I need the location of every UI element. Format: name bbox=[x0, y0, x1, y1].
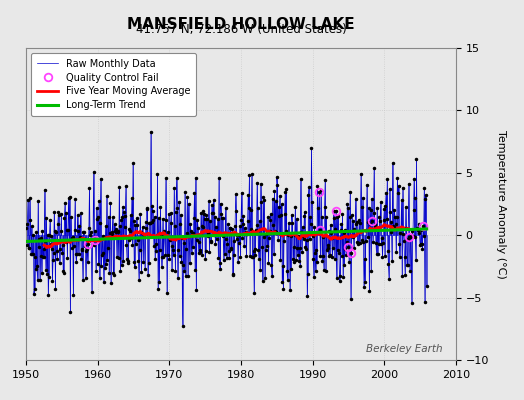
Long-Term Trend bbox=[360, 228, 366, 233]
Quality Control Fail bbox=[333, 209, 339, 214]
Five Year Moving Average bbox=[88, 238, 94, 243]
Raw Monthly Data bbox=[23, 226, 29, 230]
Title: MANSFIELD HOLLOW LAKE: MANSFIELD HOLLOW LAKE bbox=[127, 16, 355, 32]
Long-Term Trend bbox=[35, 239, 41, 244]
Quality Control Fail bbox=[348, 251, 355, 256]
Raw Monthly Data bbox=[362, 256, 368, 261]
Long-Term Trend bbox=[154, 235, 160, 240]
Line: Quality Control Fail: Quality Control Fail bbox=[84, 188, 427, 257]
Raw Monthly Data bbox=[423, 284, 430, 288]
Quality Control Fail bbox=[369, 219, 376, 224]
Raw Monthly Data bbox=[155, 171, 161, 176]
Raw Monthly Data bbox=[35, 278, 41, 282]
Raw Monthly Data bbox=[387, 210, 394, 214]
Quality Control Fail bbox=[420, 224, 426, 228]
Long-Term Trend bbox=[88, 237, 94, 242]
Raw Monthly Data bbox=[179, 323, 185, 328]
Long-Term Trend bbox=[386, 228, 392, 232]
Text: Berkeley Earth: Berkeley Earth bbox=[366, 344, 443, 354]
Quality Control Fail bbox=[345, 245, 351, 250]
Raw Monthly Data bbox=[148, 129, 154, 134]
Five Year Moving Average bbox=[154, 233, 160, 238]
Legend: Raw Monthly Data, Quality Control Fail, Five Year Moving Average, Long-Term Tren: Raw Monthly Data, Quality Control Fail, … bbox=[31, 53, 196, 116]
Y-axis label: Temperature Anomaly (°C): Temperature Anomaly (°C) bbox=[496, 130, 506, 278]
Line: Raw Monthly Data: Raw Monthly Data bbox=[26, 132, 427, 326]
Text: 41.757 N, 72.186 W (United States): 41.757 N, 72.186 W (United States) bbox=[136, 22, 346, 36]
Raw Monthly Data bbox=[130, 161, 136, 166]
Line: Long-Term Trend: Long-Term Trend bbox=[26, 229, 427, 242]
Quality Control Fail bbox=[316, 189, 322, 194]
Five Year Moving Average bbox=[360, 228, 366, 233]
Long-Term Trend bbox=[130, 236, 136, 240]
Raw Monthly Data bbox=[88, 239, 94, 244]
Quality Control Fail bbox=[406, 234, 412, 239]
Long-Term Trend bbox=[423, 226, 430, 231]
Five Year Moving Average bbox=[130, 233, 136, 238]
Line: Five Year Moving Average: Five Year Moving Average bbox=[44, 224, 409, 248]
Quality Control Fail bbox=[316, 228, 323, 232]
Quality Control Fail bbox=[92, 238, 99, 243]
Five Year Moving Average bbox=[386, 224, 392, 228]
Quality Control Fail bbox=[85, 242, 91, 246]
Long-Term Trend bbox=[23, 239, 29, 244]
